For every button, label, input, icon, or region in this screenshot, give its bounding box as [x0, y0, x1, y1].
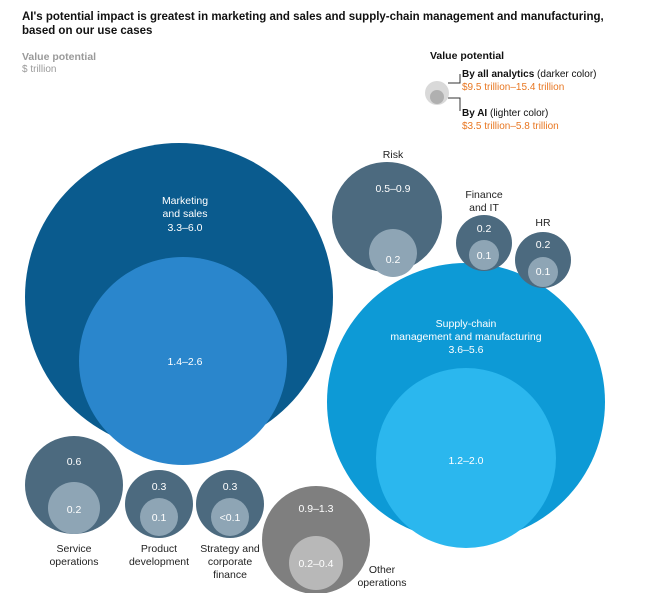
- label-strategy-analytics-value: 0.3: [223, 481, 238, 493]
- bubble-service-ai: [48, 482, 100, 534]
- label-supply-ai-value: 1.2–2.0: [448, 455, 483, 467]
- label-other-name2: operations: [357, 577, 406, 589]
- legend-analytics-range: $9.5 trillion–15.4 trillion: [462, 82, 565, 93]
- bubble-product-ai: [140, 498, 178, 536]
- label-service-ai-value: 0.2: [67, 504, 82, 516]
- label-supply-analytics-value: 3.6–5.6: [448, 344, 483, 356]
- measure-unit: $ trillion: [22, 64, 57, 75]
- chart-title: AI's potential impact is greatest in mar…: [22, 11, 604, 37]
- label-other-name1: Other: [369, 564, 396, 576]
- legend-ai-note: (lighter color): [489, 108, 549, 119]
- label-strategy-ai-value: <0.1: [220, 512, 241, 524]
- label-service-name2: operations: [49, 556, 98, 568]
- label-marketing-name1: Marketing: [162, 195, 208, 207]
- legend-connector-ai: [448, 97, 461, 111]
- label-strategy-name2: corporate: [208, 556, 253, 568]
- legend-ai-range: $3.5 trillion–5.8 trillion: [462, 121, 559, 132]
- label-supply-name1: Supply-chain: [436, 318, 497, 330]
- bubble-hr-ai: [528, 257, 558, 287]
- label-supply-name2: management and manufacturing: [390, 331, 541, 343]
- label-service-analytics-value: 0.6: [67, 456, 82, 468]
- label-product-ai-value: 0.1: [152, 512, 167, 524]
- label-marketing-analytics-value: 3.3–6.0: [167, 222, 202, 234]
- legend-ai: By AI (lighter color) $3.5 trillion–5.8 …: [462, 107, 559, 133]
- label-risk-name: Risk: [383, 149, 404, 161]
- label-other-ai-value: 0.2–0.4: [298, 558, 333, 570]
- bubble-risk-ai: [369, 229, 417, 277]
- label-marketing-ai-value: 1.4–2.6: [167, 356, 202, 368]
- label-risk-ai-value: 0.2: [386, 254, 401, 266]
- label-marketing-name2: and sales: [163, 208, 208, 220]
- bubble-marketing-ai: [79, 257, 287, 465]
- label-other-analytics-value: 0.9–1.3: [298, 503, 333, 515]
- label-risk-analytics-value: 0.5–0.9: [375, 183, 410, 195]
- legend-glyph: [425, 74, 461, 111]
- label-product-name2: development: [129, 556, 189, 568]
- label-hr-name: HR: [535, 217, 551, 229]
- label-finance-analytics-value: 0.2: [477, 223, 492, 235]
- bubble-other-ai: [289, 536, 343, 590]
- bubble-strategy-ai: [211, 498, 249, 536]
- label-hr-ai-value: 0.1: [536, 266, 551, 278]
- label-strategy-name1: Strategy and: [200, 543, 260, 555]
- label-product-analytics-value: 0.3: [152, 481, 167, 493]
- label-finance-ai-value: 0.1: [477, 250, 492, 262]
- label-finance-name2: and IT: [469, 202, 499, 214]
- legend-title: Value potential: [430, 50, 505, 62]
- label-product-name1: Product: [141, 543, 177, 555]
- label-hr-analytics-value: 0.2: [536, 239, 551, 251]
- bubble-finance-ai: [469, 240, 499, 270]
- bubble-supply-chain-ai: [376, 368, 556, 548]
- label-service-name1: Service: [56, 543, 91, 555]
- label-finance-name1: Finance: [465, 189, 503, 201]
- legend-ai-name: By AI: [462, 108, 488, 119]
- measure-label: Value potential: [22, 51, 97, 63]
- legend-analytics-note: (darker color): [537, 69, 597, 80]
- legend-analytics-name: By all analytics: [462, 69, 535, 80]
- legend-analytics: By all analytics (darker color) $9.5 tri…: [462, 68, 597, 94]
- legend-connector-analytics: [448, 74, 461, 84]
- legend-ai-swatch: [430, 90, 444, 104]
- label-strategy-name3: finance: [213, 569, 247, 581]
